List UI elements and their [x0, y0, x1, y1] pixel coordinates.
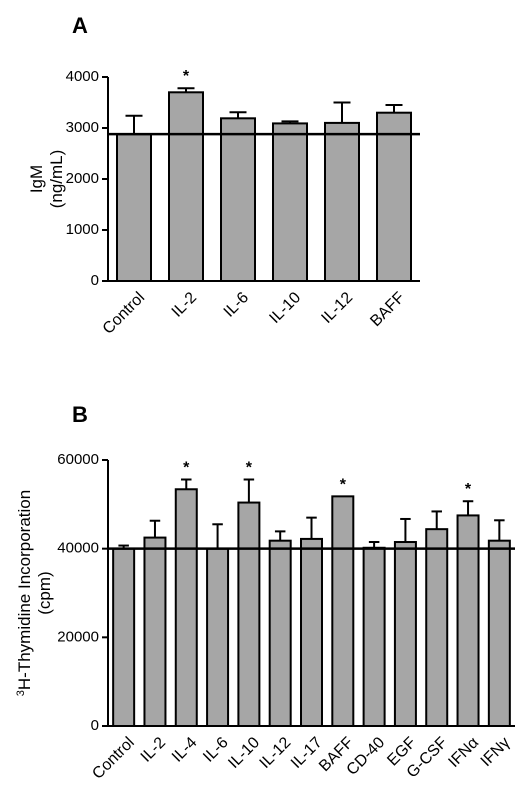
- panel-label: B: [72, 402, 88, 427]
- x-tick-label: IL-10: [266, 289, 304, 327]
- bar: [206, 547, 230, 728]
- bar: [237, 501, 261, 727]
- significance-marker: *: [246, 460, 253, 477]
- y-tick-label: 0: [91, 272, 99, 289]
- bar: [143, 536, 167, 727]
- bar: [393, 541, 417, 727]
- x-tick-label: IL-2: [169, 289, 201, 321]
- x-tick-label: IL-12: [318, 289, 356, 327]
- x-tick-label: Control: [100, 289, 148, 337]
- bar: [487, 539, 511, 727]
- y-axis-label-line2: (ng/mL): [47, 150, 66, 209]
- x-tick-label: Control: [89, 734, 137, 782]
- bar: [362, 546, 386, 728]
- x-tick-label: IL-10: [225, 734, 263, 772]
- y-tick-label: 0: [91, 717, 99, 734]
- significance-marker: *: [183, 460, 190, 477]
- y-tick-label: 4000: [66, 68, 99, 85]
- significance-marker: *: [183, 68, 190, 85]
- bar: [116, 133, 152, 282]
- y-tick-label: 20000: [57, 628, 99, 645]
- x-tick-label: IL-12: [257, 734, 295, 772]
- x-tick-label: IFNγ: [478, 734, 514, 770]
- bar: [112, 547, 136, 728]
- significance-marker: *: [465, 481, 472, 498]
- y-axis-label-line1: IgM: [27, 165, 46, 193]
- y-axis-label-line2: (cpm): [35, 571, 54, 614]
- bar: [272, 122, 308, 282]
- bar: [268, 539, 292, 727]
- bar: [324, 121, 360, 283]
- bar: [376, 111, 412, 282]
- bar: [331, 495, 355, 727]
- panel-label: A: [72, 13, 88, 38]
- x-tick-label: IL-2: [138, 734, 170, 766]
- bar: [425, 528, 449, 727]
- y-tick-label: 1000: [66, 221, 99, 238]
- y-axis-label: 3H-Thymidine Incorporation: [15, 490, 34, 696]
- bar: [168, 91, 204, 282]
- chart-panel-b: B 0 20000 40000 60000 3H-Thymidine Incorporat…: [15, 402, 515, 783]
- x-tick-label: IL-4: [169, 734, 201, 766]
- bar: [456, 514, 480, 728]
- y-axis-label-line1: H-Thymidine Incorporation: [15, 490, 34, 690]
- x-tick-label: IL-6: [221, 289, 253, 321]
- x-tick-label: IFNα: [445, 734, 482, 771]
- bar: [220, 117, 256, 282]
- y-tick-label: 2000: [66, 170, 99, 187]
- chart-panel-a: A 0 1000 2000 3000 4000 IgM (ng/mL) Control * IL-2…: [27, 13, 420, 338]
- y-axis-label-superscript: 3: [15, 690, 27, 696]
- y-tick-label: 60000: [57, 451, 99, 468]
- significance-marker: *: [340, 476, 347, 493]
- x-tick-label: BAFF: [367, 289, 408, 330]
- bar: [174, 488, 198, 728]
- y-tick-label: 3000: [66, 119, 99, 136]
- y-axis-label: IgM: [27, 165, 46, 193]
- bar: [300, 537, 323, 727]
- y-tick-label: 40000: [57, 540, 99, 557]
